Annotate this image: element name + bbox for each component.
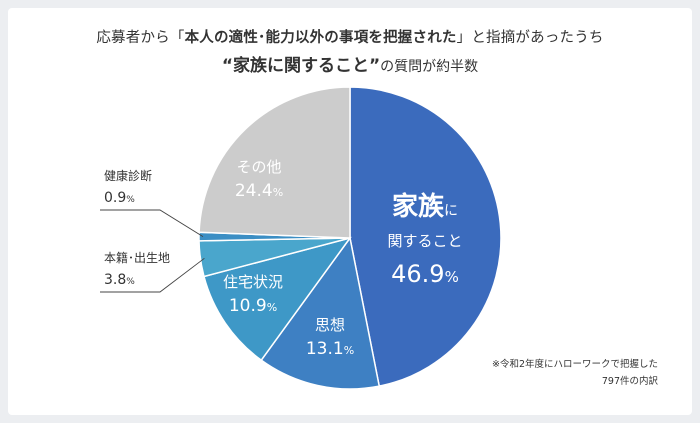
footnote: ※令和2年度にハローワークで把握した 797件の内訳: [491, 359, 658, 387]
slice-other: [198, 86, 351, 239]
label-housing: 住宅状況 10.9%: [223, 273, 283, 316]
label-health: 健康診断 0.9%: [100, 168, 204, 237]
leader-line: [100, 257, 205, 293]
label-health-value: 0.9%: [104, 190, 135, 206]
label-other: その他 24.4%: [235, 158, 283, 201]
label-domicile-value: 3.8%: [104, 272, 135, 288]
label-ideology-value: 13.1%: [306, 339, 354, 359]
slice-ideology: [260, 236, 381, 390]
label-health-text: 健康診断: [104, 168, 152, 183]
label-family-line1: 家族に: [392, 191, 458, 222]
label-other-text: その他: [236, 158, 281, 176]
label-ideology-text: 思想: [315, 316, 345, 334]
chart-title-line2: “家族に関すること”の質問が約半数: [221, 56, 479, 76]
label-other-value: 24.4%: [235, 181, 283, 201]
label-family-line2: 関すること: [387, 232, 462, 250]
label-housing-value: 10.9%: [229, 296, 277, 316]
label-ideology: 思想 13.1%: [306, 316, 354, 359]
leader-line: [100, 209, 204, 237]
slice-housing: [203, 236, 352, 362]
label-domicile: 本籍･出生地 3.8%: [100, 250, 205, 293]
label-domicile-text: 本籍･出生地: [104, 250, 170, 265]
slice-family: [349, 86, 502, 388]
label-housing-text: 住宅状況: [223, 273, 283, 291]
chart-title-line1: 応募者から「本人の適性･能力以外の事項を把握された」と指摘があったうち: [96, 30, 604, 46]
